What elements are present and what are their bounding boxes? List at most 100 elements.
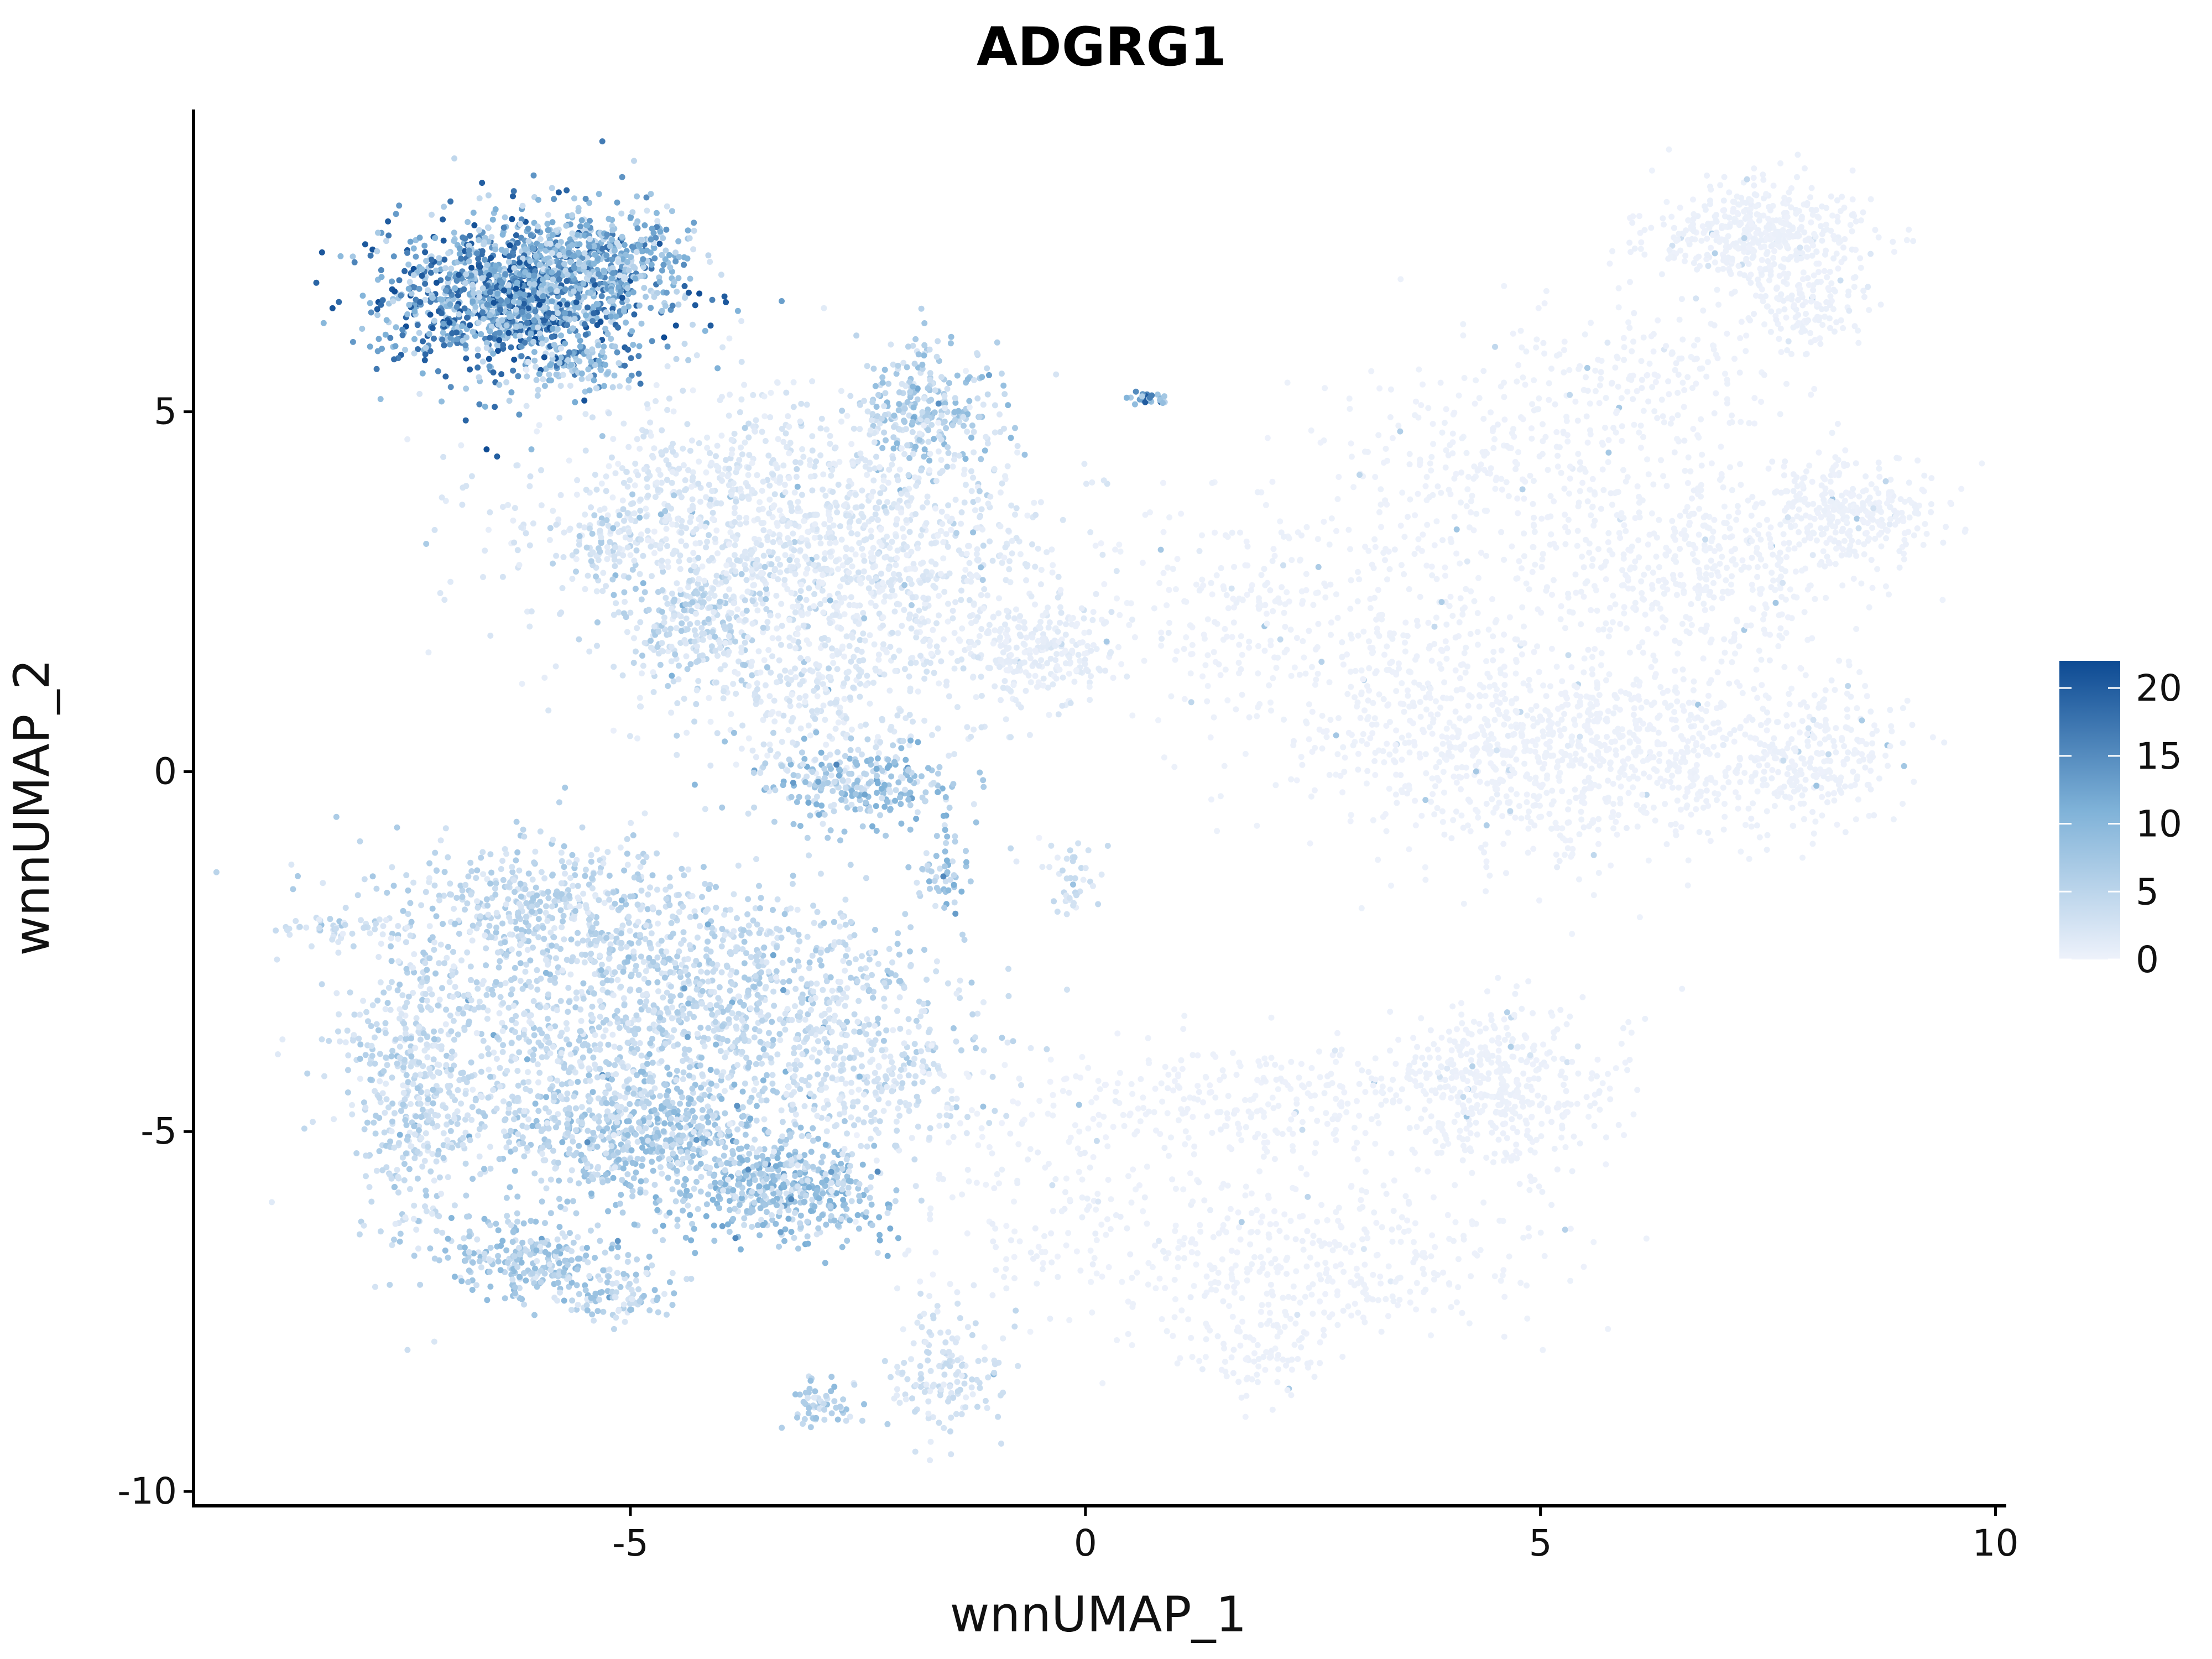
scatter-point [978, 564, 984, 571]
scatter-point [1082, 865, 1089, 872]
scatter-point [950, 463, 956, 470]
scatter-point [586, 525, 593, 532]
scatter-point [431, 526, 438, 533]
scatter-point [499, 573, 506, 580]
scatter-point [461, 286, 467, 293]
scatter-point [712, 578, 719, 585]
scatter-point [845, 778, 852, 784]
scatter-point [498, 371, 505, 378]
scatter-point [817, 425, 824, 432]
scatter-point [635, 353, 642, 359]
scatter-point [624, 259, 630, 265]
scatter-point [726, 541, 732, 547]
scatter-point [629, 328, 635, 335]
scatter-point [525, 226, 531, 232]
scatter-point [895, 477, 901, 483]
scatter-point [419, 266, 425, 273]
scatter-point [711, 609, 717, 615]
scatter-point [476, 401, 483, 408]
scatter-point [1001, 425, 1007, 432]
scatter-point [848, 658, 854, 665]
scatter-point [797, 609, 804, 616]
scatter-point [561, 529, 567, 536]
scatter-point [448, 265, 455, 272]
scatter-point [558, 332, 564, 339]
scatter-point [801, 667, 807, 674]
scatter-point [439, 336, 446, 343]
scatter-point [758, 570, 765, 577]
scatter-point [951, 751, 958, 758]
scatter-point [1012, 512, 1018, 518]
scatter-point [392, 288, 398, 295]
scatter-point [778, 601, 785, 607]
scatter-point [928, 397, 935, 403]
scatter-point [831, 808, 837, 815]
scatter-point [827, 674, 833, 681]
scatter-point [992, 429, 998, 436]
scatter-point [726, 633, 732, 639]
scatter-point [828, 772, 834, 779]
scatter-point [938, 374, 945, 380]
scatter-point [487, 312, 493, 319]
scatter-point [696, 458, 702, 465]
scatter-point [908, 495, 915, 502]
scatter-point [905, 343, 911, 350]
scatter-point [682, 487, 688, 493]
scatter-point [505, 259, 512, 265]
scatter-point [841, 696, 848, 702]
scatter-point [714, 550, 721, 557]
scatter-point [614, 349, 620, 356]
scatter-point [917, 653, 924, 659]
scatter-point [951, 409, 958, 415]
scatter-point [547, 241, 554, 247]
scatter-point [817, 601, 823, 607]
scatter-point [794, 557, 800, 564]
scatter-point [676, 558, 682, 565]
scatter-point [687, 661, 694, 667]
scatter-point [1857, 255, 1864, 262]
scatter-point [595, 342, 602, 348]
scatter-point [984, 391, 991, 398]
scatter-point [743, 577, 750, 583]
scatter-point [703, 469, 709, 476]
scatter-point [517, 259, 523, 266]
scatter-point [771, 491, 778, 498]
scatter-point [428, 257, 435, 263]
scatter-point [640, 662, 646, 669]
scatter-point [637, 571, 643, 577]
scatter-point [952, 497, 959, 503]
scatter-point [748, 567, 755, 574]
scatter-point [665, 683, 671, 689]
scatter-point [801, 735, 807, 742]
scatter-point [942, 863, 948, 870]
scatter-point [690, 529, 697, 535]
scatter-point [1066, 670, 1072, 677]
scatter-point [761, 413, 768, 420]
scatter-point [885, 566, 892, 572]
scatter-point [809, 769, 816, 775]
scatter-point [827, 620, 833, 627]
scatter-point [861, 398, 867, 404]
scatter-point [663, 289, 670, 296]
scatter-point [713, 572, 720, 579]
scatter-point [511, 356, 518, 363]
scatter-point [631, 510, 638, 517]
scatter-point [836, 709, 842, 716]
scatter-point [453, 304, 460, 310]
scatter-point [686, 577, 693, 584]
scatter-point [861, 615, 868, 622]
scatter-point [613, 313, 619, 320]
scatter-point [617, 383, 623, 390]
scatter-point [621, 305, 627, 312]
scatter-point [407, 238, 414, 245]
scatter-point [971, 449, 977, 456]
scatter-point [462, 280, 468, 286]
scatter-point [803, 597, 810, 603]
scatter-point [469, 298, 476, 305]
scatter-point [1003, 716, 1009, 723]
scatter-point [1088, 673, 1094, 680]
scatter-point [1077, 658, 1083, 664]
scatter-point [614, 199, 620, 206]
scatter-point [732, 504, 738, 511]
scatter-point [571, 265, 577, 272]
